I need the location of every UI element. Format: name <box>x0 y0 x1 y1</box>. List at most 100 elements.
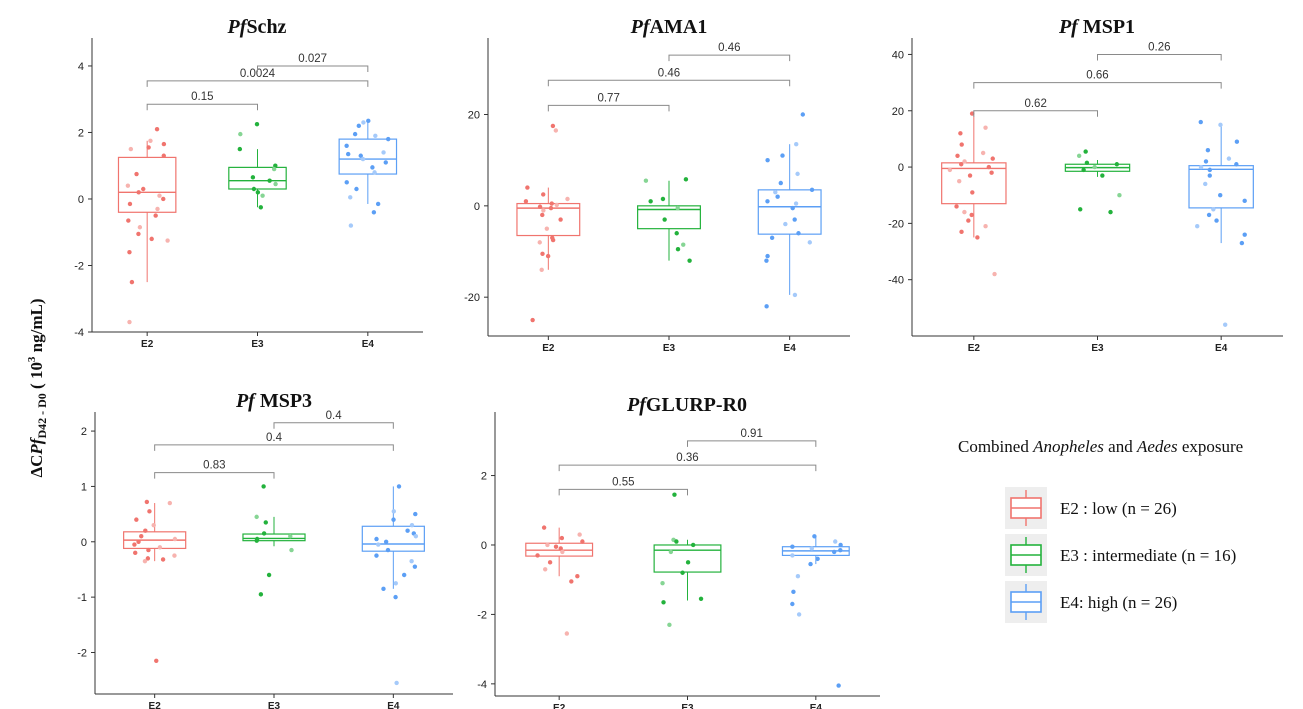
data-point <box>137 225 143 230</box>
data-point <box>386 136 391 142</box>
y-tick-label: 2 <box>78 127 84 139</box>
x-tick-label: E3 <box>1091 343 1104 354</box>
data-point <box>1206 212 1212 218</box>
data-point <box>1081 167 1086 173</box>
comparison-bracket <box>973 110 1098 117</box>
data-point <box>957 178 962 184</box>
chart-panel: PfGLURP-R0 -4 -2 0 2 E2 E3 E4 0.55 0.36 0.91 <box>477 394 880 709</box>
x-tick-label: E4 <box>810 703 823 709</box>
data-point <box>575 574 580 579</box>
data-point <box>565 196 570 202</box>
data-point <box>769 235 775 241</box>
data-point <box>681 242 686 247</box>
data-point <box>254 121 260 127</box>
data-point <box>1195 223 1200 229</box>
panel-title-rest: GLURP-R0 <box>646 394 747 416</box>
data-point <box>764 258 769 263</box>
data-point <box>373 133 378 138</box>
panel-title: PfGLURP-R0 <box>626 394 747 416</box>
data-point <box>550 123 556 129</box>
data-point <box>153 213 158 218</box>
data-point <box>1242 232 1247 237</box>
data-point <box>1239 240 1245 246</box>
data-point <box>525 185 530 190</box>
data-point <box>160 557 166 562</box>
data-point <box>129 279 135 285</box>
legend-title: Combined Anopheles and Aedes exposure <box>958 437 1243 456</box>
data-point <box>126 218 131 223</box>
y-tick-label: 40 <box>892 49 904 61</box>
data-point <box>547 560 553 565</box>
data-point <box>660 196 666 202</box>
x-tick-label: E3 <box>681 703 694 709</box>
p-value-label: 0.62 <box>1024 98 1046 110</box>
data-point <box>409 522 415 528</box>
data-point <box>237 146 243 152</box>
data-point <box>1198 119 1203 125</box>
data-point <box>383 539 389 544</box>
data-point <box>413 534 419 539</box>
data-point <box>1205 147 1211 153</box>
p-value-label: 0.46 <box>718 42 740 54</box>
data-point <box>134 171 139 177</box>
y-tick-label: -2 <box>77 647 87 659</box>
comparison-bracket <box>547 104 670 112</box>
data-point <box>954 204 959 209</box>
legend-label: E3 : intermediate (n = 16) <box>1060 546 1236 565</box>
comparison-bracket <box>668 54 791 62</box>
y-tick-label: 20 <box>468 110 480 122</box>
data-point <box>764 304 769 309</box>
y-tick-label: -2 <box>74 260 84 272</box>
data-point <box>674 539 679 544</box>
data-point <box>151 522 156 528</box>
panel-title-italic: Pf <box>235 390 257 412</box>
data-point <box>412 564 418 569</box>
data-point <box>141 186 146 192</box>
data-point <box>790 544 795 549</box>
data-point <box>958 131 963 136</box>
box-E2 <box>117 156 177 213</box>
data-point <box>375 201 381 207</box>
data-point <box>969 212 974 218</box>
data-point <box>260 193 265 198</box>
y-tick-label: 0 <box>474 201 480 213</box>
data-point <box>807 240 813 245</box>
data-point <box>969 111 975 116</box>
data-point <box>157 545 163 550</box>
box-E3 <box>637 205 701 230</box>
p-value-label: 0.36 <box>676 452 698 464</box>
data-point <box>1207 173 1212 178</box>
data-point <box>370 165 375 170</box>
data-point <box>172 553 177 558</box>
panel-title: Pf MSP3 <box>235 390 312 412</box>
y-tick-label: 20 <box>892 106 904 118</box>
data-point <box>251 186 257 192</box>
data-point <box>795 574 801 579</box>
data-point <box>790 601 795 607</box>
comparison-bracket <box>558 464 817 472</box>
y-tick-label: 0 <box>481 540 487 552</box>
data-point <box>149 236 154 242</box>
data-point <box>358 153 363 158</box>
data-point <box>796 231 801 236</box>
data-point <box>778 180 783 186</box>
x-tick-label: E4 <box>362 339 375 350</box>
box-E2 <box>941 162 1007 205</box>
y-tick-label: 4 <box>78 61 84 73</box>
data-point <box>142 558 148 564</box>
chart-panel: PfSchz -4 -2 0 2 4 E2 E3 E4 0.15 0.0024 0.027 <box>74 16 423 350</box>
data-point <box>792 217 797 222</box>
data-point <box>376 542 381 547</box>
data-point <box>1226 156 1232 161</box>
data-point <box>267 178 272 183</box>
data-point <box>1083 149 1088 154</box>
data-point <box>146 547 151 553</box>
data-point <box>577 532 582 537</box>
data-point <box>967 173 973 178</box>
x-tick-label: E2 <box>149 701 162 709</box>
data-point <box>542 567 548 572</box>
data-point <box>345 151 351 157</box>
data-point <box>1234 139 1240 144</box>
data-point <box>344 180 349 185</box>
